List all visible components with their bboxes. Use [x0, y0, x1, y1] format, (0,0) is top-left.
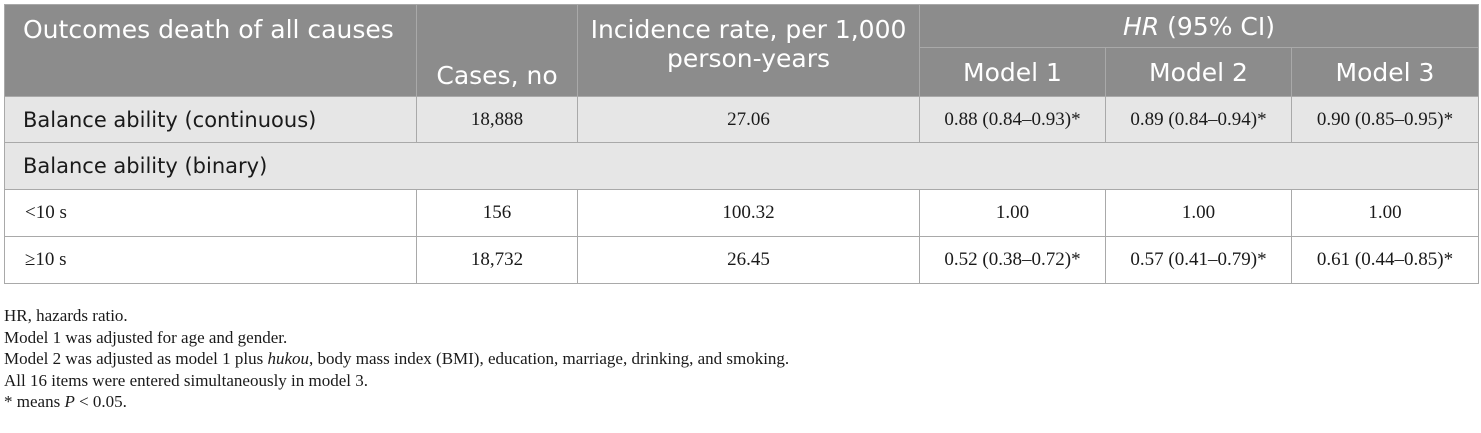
row-label-binary: Balance ability (binary)	[3, 142, 1480, 190]
results-table: Outcomes death of all causes Cases, no I…	[3, 4, 1480, 284]
cell-model-2: 0.89 (0.84–0.94)*	[1105, 96, 1292, 143]
cell-model-3: 0.61 (0.44–0.85)*	[1290, 236, 1480, 284]
cell-model-2: 1.00	[1105, 189, 1292, 237]
footnote-hr: HR, hazards ratio.	[4, 306, 128, 325]
header-model-2: Model 2	[1105, 47, 1292, 97]
row-label-lt10: <10 s	[4, 189, 417, 237]
footnote-model-2-text: Model 2 was adjusted as model 1 plus	[4, 349, 268, 369]
header-cases: Cases, no	[416, 4, 578, 97]
cell-rate: 100.32	[577, 189, 920, 237]
table-row: ≥10 s 18,732 26.45 0.52 (0.38–0.72)* 0.5…	[4, 236, 1480, 284]
footnote-model-1: Model 1 was adjusted for age and gender.	[4, 327, 288, 347]
cell-cases: 18,732	[416, 236, 578, 284]
cell-cases: 18,888	[416, 96, 578, 143]
table-row: Balance ability (continuous) 18,888 27.0…	[4, 96, 1480, 143]
footnote-p-italic: P	[64, 392, 75, 412]
cell-model-2: 0.57 (0.41–0.79)*	[1105, 236, 1292, 284]
header-outcome: Outcomes death of all causes	[4, 4, 417, 97]
row-label-continuous: Balance ability (continuous)	[4, 96, 417, 143]
table-row-section: Balance ability (binary)	[3, 142, 1480, 190]
header-incidence-rate: Incidence rate, per 1,000 person-years	[577, 4, 920, 97]
footnote-model-2-rest: , body mass index (BMI), education, marr…	[309, 349, 790, 369]
row-label-ge10: ≥10 s	[4, 236, 417, 284]
cell-rate: 27.06	[577, 96, 920, 143]
footnote-significance: * means P < 0.05.	[4, 391, 789, 413]
footnote-model-2: Model 2 was adjusted as model 1 plus huk…	[4, 348, 789, 370]
table-row: <10 s 156 100.32 1.00 1.00 1.00	[4, 189, 1480, 237]
footnote-sig-rest: < 0.05.	[74, 392, 127, 412]
cell-model-3: 0.90 (0.85–0.95)*	[1290, 96, 1480, 143]
cell-model-1: 0.88 (0.84–0.93)*	[919, 96, 1106, 143]
footnote-sig-text: * means	[4, 392, 65, 412]
footnote-hukou: hukou	[267, 349, 310, 369]
header-hr-ci: (95% CI)	[1159, 11, 1275, 41]
table-footnotes: HR, hazards ratio. Model 1 was adjusted …	[4, 305, 789, 413]
cell-rate: 26.45	[577, 236, 920, 284]
footnote-model-3: All 16 items were entered simultaneously…	[4, 370, 369, 390]
cell-cases: 156	[416, 189, 578, 237]
cell-model-3: 1.00	[1290, 189, 1480, 237]
cell-model-1: 1.00	[919, 189, 1106, 237]
header-model-3: Model 3	[1290, 47, 1480, 97]
header-hr-italic: HR	[1123, 11, 1160, 41]
header-model-1: Model 1	[919, 47, 1106, 97]
cell-model-1: 0.52 (0.38–0.72)*	[919, 236, 1106, 284]
header-hr: HR (95% CI)	[918, 4, 1480, 48]
